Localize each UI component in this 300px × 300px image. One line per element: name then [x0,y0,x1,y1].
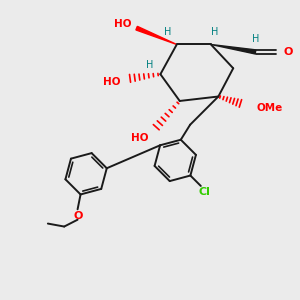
Text: OMe: OMe [257,103,283,113]
Polygon shape [136,26,177,44]
Text: H: H [211,27,218,37]
Text: O: O [74,211,83,221]
Text: Cl: Cl [198,188,210,197]
Text: HO: HO [103,77,121,87]
Text: H: H [164,27,172,37]
Text: H: H [146,60,154,70]
Polygon shape [211,44,256,54]
Text: H: H [252,34,259,44]
Text: HO: HO [115,19,132,29]
Text: O: O [284,47,293,57]
Text: HO: HO [131,133,148,142]
